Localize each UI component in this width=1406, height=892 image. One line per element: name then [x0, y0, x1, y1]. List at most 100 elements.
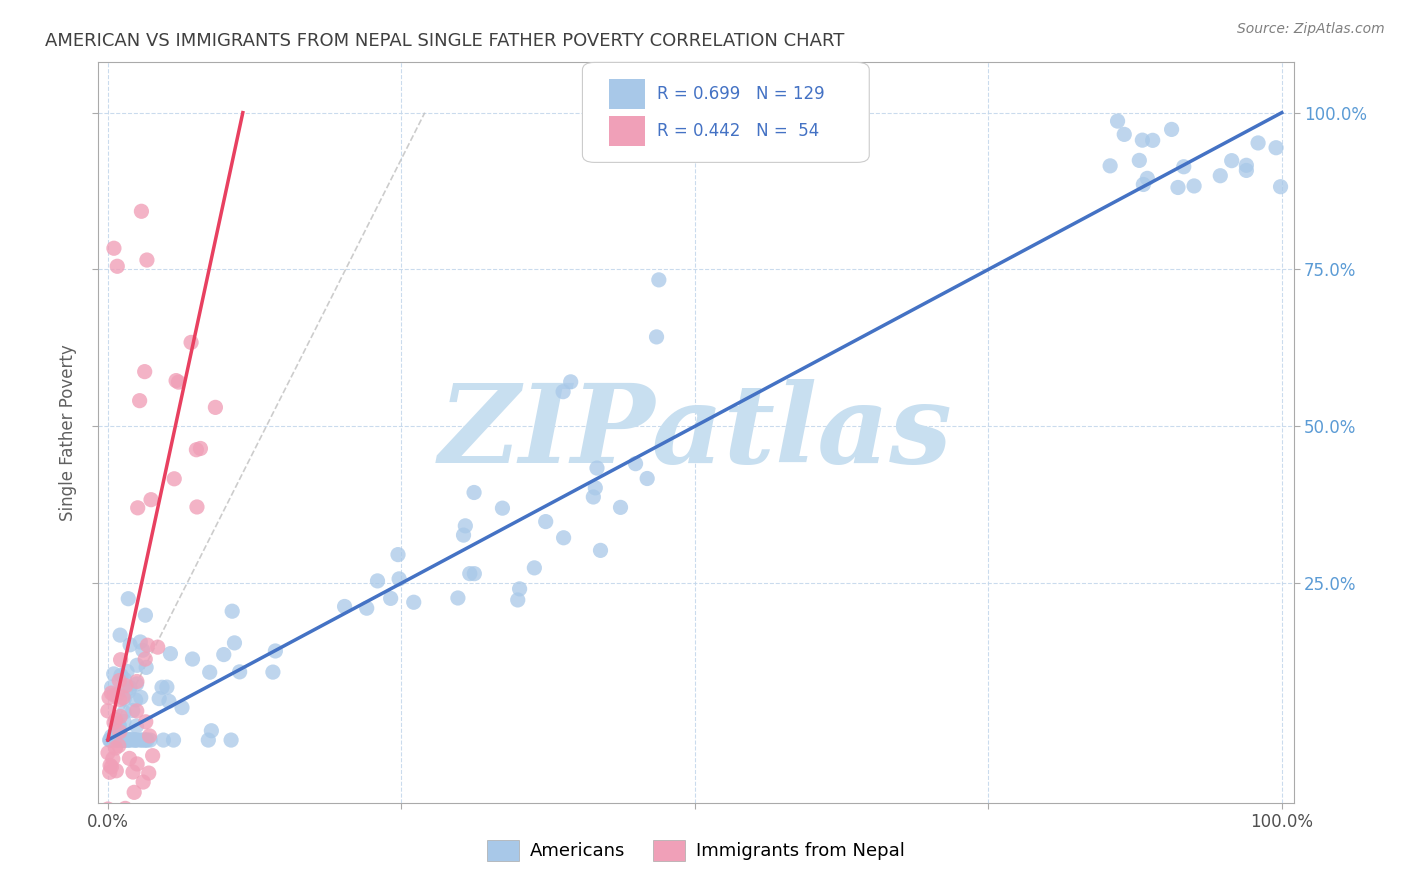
- Point: [103, 241, 125, 255]
- Point: [120, 732, 142, 747]
- Point: [124, 733, 146, 747]
- Point: [228, 665, 250, 679]
- Point: [1160, 122, 1182, 136]
- FancyBboxPatch shape: [609, 79, 644, 109]
- Point: [152, 733, 174, 747]
- Point: [150, 680, 173, 694]
- Point: [589, 543, 612, 558]
- Point: [108, 733, 131, 747]
- Point: [112, 733, 135, 747]
- Point: [125, 674, 148, 689]
- Point: [114, 733, 136, 747]
- Point: [1182, 178, 1205, 193]
- Point: [127, 500, 149, 515]
- Y-axis label: Single Father Poverty: Single Father Poverty: [59, 344, 77, 521]
- Point: [388, 572, 411, 586]
- Point: [100, 760, 122, 774]
- Text: AMERICAN VS IMMIGRANTS FROM NEPAL SINGLE FATHER POVERTY CORRELATION CHART: AMERICAN VS IMMIGRANTS FROM NEPAL SINGLE…: [45, 32, 844, 50]
- Point: [100, 733, 122, 747]
- Point: [125, 677, 148, 691]
- Point: [105, 764, 128, 778]
- Point: [534, 515, 557, 529]
- Point: [491, 501, 513, 516]
- FancyBboxPatch shape: [609, 117, 644, 146]
- Point: [463, 566, 485, 581]
- Point: [1130, 133, 1153, 147]
- Point: [110, 709, 132, 723]
- Point: [112, 690, 135, 705]
- Point: [98, 733, 121, 747]
- Point: [97, 746, 120, 760]
- Point: [108, 719, 131, 733]
- Point: [1142, 133, 1164, 147]
- Point: [447, 591, 470, 605]
- Point: [197, 733, 219, 747]
- Point: [509, 582, 531, 596]
- Point: [560, 375, 582, 389]
- Point: [190, 442, 212, 456]
- Point: [624, 457, 647, 471]
- Point: [1107, 114, 1129, 128]
- Point: [103, 733, 125, 747]
- Point: [124, 693, 146, 707]
- Point: [131, 733, 153, 747]
- Point: [108, 692, 131, 706]
- Point: [111, 733, 134, 747]
- Point: [101, 752, 124, 766]
- FancyBboxPatch shape: [582, 62, 869, 162]
- Point: [125, 704, 148, 718]
- Point: [105, 260, 128, 274]
- Point: [402, 595, 425, 609]
- Point: [221, 604, 243, 618]
- Point: [104, 727, 127, 741]
- Point: [165, 374, 187, 388]
- Point: [103, 666, 125, 681]
- Point: [122, 785, 145, 799]
- Point: [1247, 136, 1270, 150]
- Point: [138, 729, 160, 743]
- Point: [333, 599, 356, 614]
- Point: [132, 643, 155, 657]
- Point: [586, 461, 609, 475]
- Point: [97, 802, 120, 816]
- Point: [129, 635, 152, 649]
- Point: [128, 393, 150, 408]
- Point: [453, 528, 475, 542]
- Point: [636, 471, 658, 485]
- Point: [107, 718, 129, 732]
- Point: [506, 593, 529, 607]
- Point: [112, 692, 135, 706]
- Point: [167, 375, 190, 389]
- Point: [146, 640, 169, 654]
- Point: [142, 748, 165, 763]
- Point: [100, 680, 122, 694]
- Point: [108, 718, 131, 732]
- Point: [124, 733, 146, 747]
- Point: [1136, 171, 1159, 186]
- Point: [131, 733, 153, 747]
- Point: [98, 758, 121, 772]
- Point: [120, 733, 142, 747]
- Point: [100, 686, 122, 700]
- Point: [139, 733, 162, 747]
- Point: [127, 756, 149, 771]
- Point: [110, 668, 132, 682]
- Point: [107, 822, 129, 836]
- Point: [463, 485, 485, 500]
- Point: [1173, 160, 1195, 174]
- Point: [114, 801, 136, 815]
- Point: [186, 442, 208, 457]
- Point: [129, 690, 152, 705]
- Point: [553, 531, 575, 545]
- Point: [114, 679, 136, 693]
- Point: [104, 733, 127, 747]
- Point: [180, 335, 202, 350]
- Point: [103, 688, 125, 702]
- Point: [125, 658, 148, 673]
- Point: [170, 700, 193, 714]
- Point: [1209, 169, 1232, 183]
- Point: [132, 775, 155, 789]
- Point: [553, 384, 575, 399]
- Point: [115, 665, 138, 679]
- Point: [107, 733, 129, 747]
